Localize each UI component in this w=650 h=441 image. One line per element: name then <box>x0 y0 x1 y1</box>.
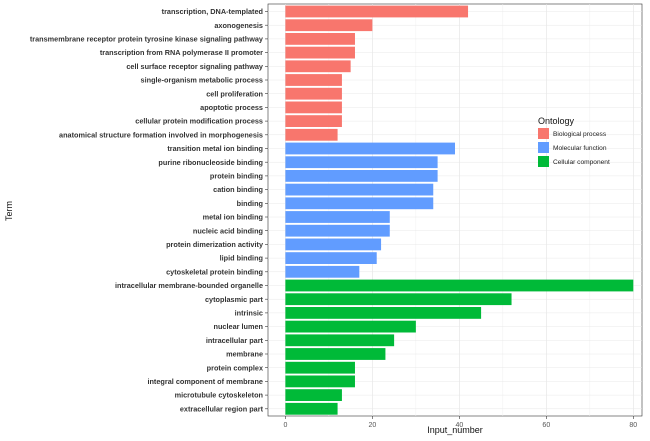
legend-swatch <box>538 128 549 139</box>
term-label: protein binding <box>210 172 263 181</box>
bar <box>285 348 386 360</box>
term-labels: transcription, DNA-templated axonogenesis… <box>30 7 268 413</box>
y-axis-title: Term <box>4 201 14 221</box>
term-label: single-organism metabolic process <box>141 76 263 85</box>
bar <box>285 33 355 45</box>
term-label: axonogenesis <box>214 21 263 30</box>
x-tick-label: 0 <box>283 422 287 429</box>
term-label: transition metal ion binding <box>167 144 263 153</box>
bar <box>285 170 438 182</box>
bar <box>285 156 438 169</box>
bar <box>285 252 377 264</box>
bar <box>285 87 342 100</box>
bars <box>285 5 634 415</box>
x-tick-label: 40 <box>455 422 463 429</box>
legend-swatch <box>538 142 549 153</box>
term-label: membrane <box>226 350 263 359</box>
legend-entry-label: Biological process <box>553 131 607 138</box>
legend-swatch <box>538 156 549 167</box>
term-label: transcription from RNA polymerase II pro… <box>100 48 263 57</box>
bar <box>285 402 338 415</box>
bar <box>285 183 434 196</box>
bar <box>285 307 482 319</box>
term-label: nuclear lumen <box>214 322 263 331</box>
term-label: intracellular membrane-bounded organelle <box>115 281 263 290</box>
term-label: protein complex <box>207 363 263 372</box>
bar <box>285 128 338 141</box>
legend-entry-label: Molecular function <box>553 145 607 152</box>
term-label: protein dimerization activity <box>166 240 264 249</box>
legend: Ontology Biological process Molecular fun… <box>538 116 610 167</box>
term-label: intrinsic <box>235 309 263 318</box>
x-axis-title: Input_number <box>427 425 483 435</box>
bar <box>285 74 342 86</box>
term-label: cell surface receptor signaling pathway <box>126 62 264 71</box>
term-label: nucleic acid binding <box>193 226 263 235</box>
bar <box>285 375 355 388</box>
legend-entry-label: Cellular component <box>553 159 610 166</box>
bar <box>285 334 395 347</box>
term-label: transmembrane receptor protein tyrosine … <box>30 35 264 44</box>
plot-panel <box>267 3 643 417</box>
term-label: lipid binding <box>220 254 263 263</box>
bar <box>285 5 469 18</box>
bar <box>285 115 342 127</box>
x-tick-label: 20 <box>368 422 376 429</box>
bar <box>285 224 390 237</box>
x-axis-ticks: 0 20 40 60 80 <box>283 416 637 429</box>
bar <box>285 389 342 401</box>
term-label: extracellular region part <box>180 404 264 413</box>
bar <box>285 320 416 333</box>
bar <box>285 60 351 73</box>
term-label: cytoskeletal protein binding <box>166 267 263 276</box>
term-label: transcription, DNA-templated <box>162 7 263 16</box>
term-label: anatomical structure formation involved … <box>59 130 263 139</box>
bar <box>285 361 355 374</box>
x-tick-label: 60 <box>542 422 550 429</box>
x-tick-label: 80 <box>629 422 637 429</box>
term-label: metal ion binding <box>203 213 263 222</box>
bar <box>285 238 382 251</box>
bar <box>285 197 434 210</box>
term-label: apoptotic process <box>200 103 263 112</box>
term-label: binding <box>237 199 263 208</box>
bar <box>285 293 512 306</box>
bar <box>285 265 360 278</box>
bar <box>285 19 373 32</box>
bar <box>285 211 390 223</box>
term-label: cell proliferation <box>206 89 263 98</box>
legend-title: Ontology <box>538 116 575 126</box>
term-label: microtubule cytoskeleton <box>175 391 263 400</box>
bar <box>285 46 355 59</box>
term-label: purine ribonucleoside binding <box>158 158 263 167</box>
bar <box>285 279 634 292</box>
term-label: integral component of membrane <box>147 377 263 386</box>
term-label: cytoplasmic part <box>205 295 264 304</box>
term-label: intracellular part <box>206 336 264 345</box>
term-label: cellular protein modification process <box>135 117 263 126</box>
bar <box>285 101 342 114</box>
term-label: cation binding <box>213 185 263 194</box>
bar <box>285 142 455 155</box>
